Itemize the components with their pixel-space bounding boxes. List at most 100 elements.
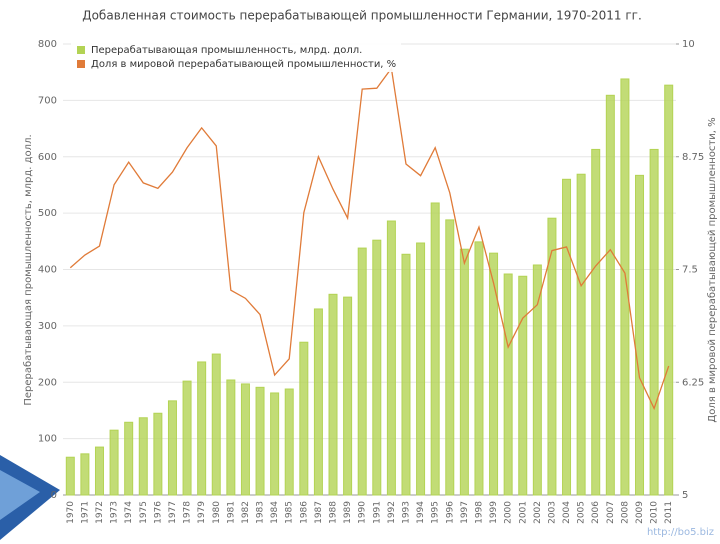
watermark: http://bo5.biz: [647, 527, 714, 538]
x-tick-label: 1980: [212, 501, 222, 524]
bar: [153, 412, 163, 496]
x-tick-label: 1993: [401, 501, 411, 524]
bar: [94, 446, 104, 496]
bar: [489, 252, 499, 496]
y2-tick-label: 7.5: [682, 265, 698, 276]
y-tick-label: 500: [38, 208, 57, 219]
x-tick-label: 1992: [387, 501, 397, 524]
y2-axis-label: Доля в мировой перерабатывающей промышле…: [707, 117, 718, 422]
bar: [124, 421, 134, 496]
y2-tick-label: 8.75: [682, 152, 704, 163]
x-tick-label: 1972: [95, 501, 105, 524]
x-tick-label: 1979: [197, 501, 207, 524]
x-tick-label: 2005: [577, 501, 587, 524]
bar: [518, 275, 528, 496]
x-tick-label: 1998: [474, 501, 484, 524]
bar: [649, 148, 659, 496]
bar: [401, 253, 411, 496]
bar: [576, 173, 586, 496]
legend-swatch: [77, 46, 85, 54]
y-tick-label: 100: [38, 434, 57, 445]
bar: [65, 456, 75, 496]
y-tick-label: 300: [38, 321, 57, 332]
bar: [547, 217, 557, 496]
bar: [299, 341, 309, 496]
bar: [197, 361, 207, 496]
bar: [109, 429, 119, 496]
y-tick-label: 0: [51, 490, 57, 501]
y2-tick-label: 6.25: [682, 377, 704, 388]
bar: [138, 417, 148, 496]
chart-title: Добавленная стоимость перерабатывающей п…: [82, 9, 642, 23]
bar: [635, 174, 645, 496]
x-tick-label: 1994: [416, 501, 426, 524]
decor: [0, 470, 40, 520]
bar: [605, 94, 615, 496]
bar: [343, 296, 353, 496]
bar: [182, 380, 192, 496]
y2-tick-label: 5: [682, 490, 688, 501]
x-tick-label: 1970: [66, 501, 76, 524]
bar: [211, 353, 221, 496]
y-tick-label: 400: [38, 265, 57, 276]
x-tick-label: 1976: [153, 501, 163, 524]
x-tick-label: 1996: [445, 501, 455, 524]
x-tick-label: 1983: [256, 501, 266, 524]
y2-tick-label: 10: [682, 39, 695, 50]
x-tick-label: 2001: [518, 501, 528, 524]
bar: [474, 241, 484, 496]
x-tick-label: 1995: [431, 501, 441, 524]
x-tick-label: 2011: [664, 501, 674, 524]
x-tick-label: 1989: [343, 501, 353, 524]
x-tick-label: 2002: [533, 501, 543, 524]
x-tick-label: 2006: [591, 501, 601, 524]
bar: [372, 239, 382, 496]
bar: [445, 219, 455, 496]
x-tick-label: 2007: [606, 501, 616, 524]
bar: [240, 383, 250, 496]
bar: [167, 400, 177, 496]
x-tick-label: 1990: [358, 501, 368, 524]
x-tick-label: 1991: [372, 501, 382, 524]
x-tick-label: 1988: [329, 501, 339, 524]
bar: [532, 264, 542, 496]
bar: [664, 84, 674, 496]
line: [69, 66, 670, 411]
x-tick-label: 1985: [285, 501, 295, 524]
x-tick-label: 2010: [650, 501, 660, 524]
x-tick-label: 2003: [547, 501, 557, 524]
x-tick-label: 1971: [80, 501, 90, 524]
x-tick-label: 2004: [562, 501, 572, 524]
x-tick-label: 1997: [460, 501, 470, 524]
bar: [226, 379, 236, 496]
y-tick-label: 600: [38, 152, 57, 163]
y-axis-label: Перерабатывающая промышленность, млрд. д…: [23, 134, 34, 405]
x-tick-label: 1974: [124, 501, 134, 524]
x-tick-label: 1986: [299, 501, 309, 524]
legend-swatch: [77, 60, 85, 68]
bar: [416, 242, 426, 496]
bar: [459, 248, 469, 496]
x-tick-label: 1981: [226, 501, 236, 524]
x-tick-label: 2009: [635, 501, 645, 524]
bar: [328, 293, 338, 496]
bar: [430, 202, 440, 496]
x-tick-label: 1987: [314, 501, 324, 524]
x-tick-label: 1978: [183, 501, 193, 524]
x-tick-label: 1975: [139, 501, 149, 524]
bar: [620, 78, 630, 496]
bar: [80, 453, 90, 496]
y-tick-label: 700: [38, 95, 57, 106]
x-tick-label: 2008: [620, 501, 630, 524]
legend-label: Доля в мировой перерабатывающей промышле…: [91, 59, 396, 70]
x-tick-label: 2000: [504, 501, 514, 524]
bar: [591, 148, 601, 496]
y-tick-label: 200: [38, 377, 57, 388]
legend-box: [71, 42, 401, 72]
bar: [284, 388, 294, 496]
bar: [357, 247, 367, 496]
x-tick-label: 1973: [110, 501, 120, 524]
bar: [562, 178, 572, 496]
